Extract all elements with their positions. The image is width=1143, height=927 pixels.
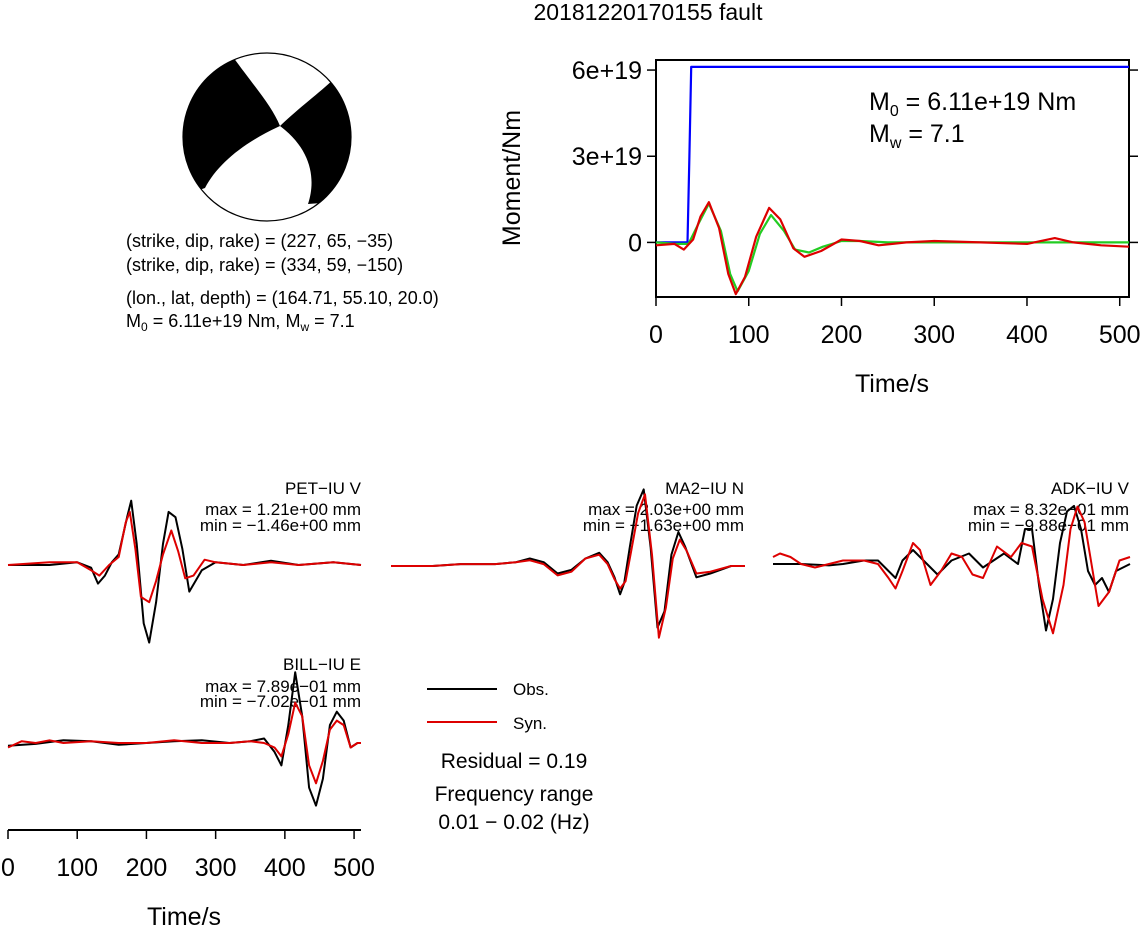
bill-xlabel: Time/s (147, 903, 221, 927)
legend: Obs. Syn. (427, 680, 549, 733)
moment-line: M0 = 6.11e+19 Nm, Mw = 7.1 (126, 311, 355, 334)
moment-annotation-m0: M0 = 6.11e+19 Nm (869, 88, 1076, 120)
max-label-adk: max = 8.32e−01 mm (973, 500, 1129, 519)
bill-xtick-label-0: 0 (1, 854, 15, 882)
annot-mw-m: M (869, 120, 890, 148)
figure-title: 20181220170155 fault (534, 0, 764, 25)
waveform-obs-3 (773, 504, 1131, 632)
moment-mw-value: = 7.1 (309, 311, 355, 331)
moment-value: = 6.11e+19 Nm, M (148, 311, 301, 331)
waveform-syn-4 (7, 701, 361, 785)
moment-xtick-label-100: 100 (728, 321, 770, 349)
moment-plot-frame (655, 59, 1130, 298)
moment-ytick-label-2: 6e+19 (572, 57, 642, 85)
location-line: (lon., lat, depth) = (164.71, 55.10, 20.… (126, 288, 439, 308)
bill-xtick-label-200: 200 (126, 854, 168, 882)
mechanism-line-1: (strike, dip, rake) = (227, 65, −35) (126, 231, 393, 251)
min-label-pet: min = −1.46e+00 mm (200, 516, 361, 535)
waveform-syn-2 (391, 493, 745, 639)
station-label-adk: ADK−IU V (1051, 479, 1130, 498)
moment-m: M (126, 311, 141, 331)
legend-obs-label: Obs. (513, 680, 549, 699)
max-label-bill: max = 7.89e−01 mm (205, 677, 361, 696)
min-label-bill: min = −7.02e−01 mm (200, 692, 361, 711)
residual-text: Residual = 0.19 (441, 750, 588, 773)
bill-xtick-label-100: 100 (56, 854, 98, 882)
bill-xtick-label-500: 500 (333, 854, 375, 882)
moment-xtick-label-500: 500 (1099, 321, 1141, 349)
moment-m-sub: 0 (141, 320, 148, 334)
moment-ytick-label-0: 0 (628, 229, 642, 257)
mechanism-line-2: (strike, dip, rake) = (334, 59, −150) (126, 255, 403, 275)
waveform-syn-3 (772, 505, 1131, 635)
legend-syn-label: Syn. (513, 714, 547, 733)
annot-mw-sub: w (889, 135, 902, 152)
waveform-panel-pet: PET−IU V max = 1.21e+00 mm min = −1.46e+… (7, 479, 362, 644)
bill-xtick-label-400: 400 (264, 854, 306, 882)
annot-mw-value: = 7.1 (901, 120, 964, 148)
annot-m0-sub: 0 (890, 103, 899, 120)
annot-m0-m: M (869, 88, 890, 116)
waveform-syn-1 (7, 510, 362, 604)
moment-annotation-mw: Mw = 7.1 (869, 120, 965, 152)
bill-xtick-label-300: 300 (195, 854, 237, 882)
beachball-outline (182, 52, 352, 222)
max-label-ma2: max = 2.03e+00 mm (588, 500, 744, 519)
waveform-obs-4 (7, 671, 361, 807)
moment-xtick-label-400: 400 (1006, 321, 1048, 349)
annot-m0-value: = 6.11e+19 Nm (899, 88, 1076, 116)
moment-xtick-label-300: 300 (913, 321, 955, 349)
moment-mw-sub: w (299, 320, 309, 334)
station-label-ma2: MA2−IU N (665, 479, 744, 498)
moment-series-0 (656, 65, 1129, 244)
moment-xtick-label-200: 200 (821, 321, 863, 349)
waveform-panel-bill: BILL−IU E max = 7.89e−01 mm min = −7.02e… (1, 655, 375, 927)
waveform-panel-ma2: MA2−IU N max = 2.03e+00 mm min = −1.63e+… (391, 479, 745, 639)
moment-plot-xlabel: Time/s (855, 370, 929, 398)
frequency-range-title: Frequency range (435, 783, 594, 806)
station-label-bill: BILL−IU E (283, 655, 361, 674)
beachball-compression-quadrant-right (280, 78, 351, 204)
moment-plot-ylabel: Moment/Nm (498, 110, 526, 246)
beachball-compression-quadrant-left (183, 57, 280, 200)
waveform-panel-adk: ADK−IU V max = 8.32e−01 mm min = −9.88e−… (772, 479, 1131, 635)
frequency-range-value: 0.01 − 0.02 (Hz) (438, 811, 589, 834)
moment-series-2 (655, 201, 1130, 296)
beachball (182, 52, 352, 222)
max-label-pet: max = 1.21e+00 mm (205, 500, 361, 519)
moment-ytick-label-1: 3e+19 (572, 143, 642, 171)
moment-series-1 (655, 202, 1129, 293)
min-label-adk: min = −9.88e−01 mm (968, 516, 1129, 535)
station-label-pet: PET−IU V (285, 479, 362, 498)
min-label-ma2: min = −1.63e+00 mm (583, 516, 744, 535)
moment-plot: Moment/Nm Time/s 0 100 200 300 400 500 0 3e+19 6… (498, 57, 1141, 398)
moment-xtick-label-0: 0 (649, 321, 663, 349)
